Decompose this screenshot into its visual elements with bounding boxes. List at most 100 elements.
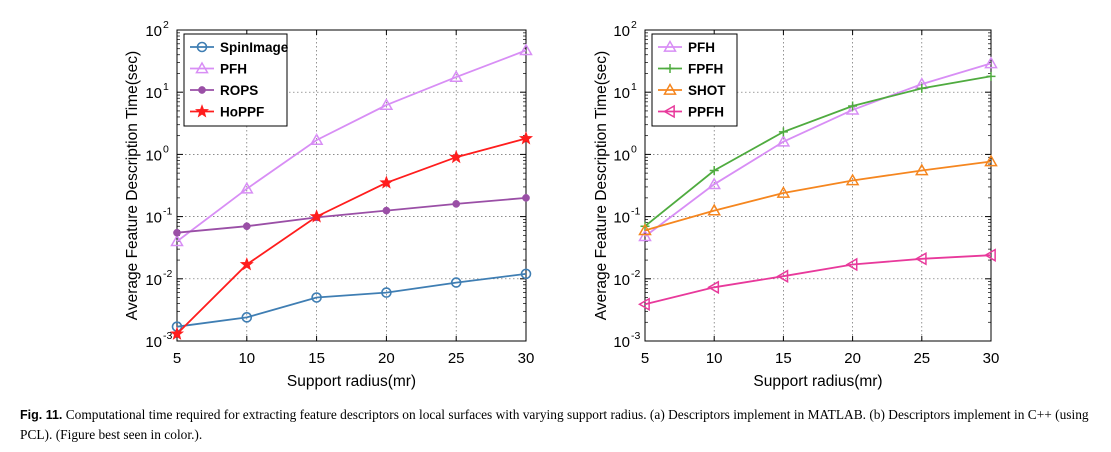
y-tick-label: 10 [145, 23, 162, 40]
marker-5 [520, 268, 532, 280]
marker-5 [983, 248, 996, 262]
series-SHOT [638, 154, 998, 236]
marker-5 [984, 154, 998, 167]
legend-item: PFH [190, 61, 247, 77]
y-tick-exponent: 0 [631, 143, 637, 155]
marker-legend [662, 104, 675, 119]
legend: SpinImage PFH ROPS HoPPF [183, 33, 289, 127]
marker-3 [381, 287, 392, 298]
legend-label: HoPPF [220, 105, 264, 120]
marker-legend [195, 61, 209, 74]
marker-2 [776, 134, 791, 147]
x-tick-label: 25 [448, 350, 465, 367]
marker-4 [917, 83, 927, 93]
y-tick-exponent: -3 [631, 330, 640, 342]
marker-1 [239, 257, 254, 271]
caption-label: Fig. 11. [20, 408, 63, 422]
y-tick-label: 10 [613, 23, 630, 40]
marker-3 [379, 175, 394, 189]
legend-label: PFH [220, 62, 247, 77]
marker-0 [637, 297, 650, 312]
legend: PFH FPFH SHOT PPFH [651, 33, 738, 127]
x-tick-label: 10 [706, 350, 723, 367]
y-tick-label: 10 [613, 272, 630, 289]
marker-1 [240, 181, 254, 194]
legend-label: PFH [688, 40, 715, 55]
marker-2 [309, 133, 324, 145]
marker-legend [663, 82, 677, 95]
legend-item: ROPS [190, 83, 258, 98]
marker-0 [170, 234, 184, 247]
marker-2 [776, 185, 791, 198]
marker-legend [196, 41, 208, 53]
series-line [644, 160, 992, 232]
marker-5 [522, 194, 530, 202]
y-tick-exponent: 2 [631, 19, 637, 31]
y-tick-label: 10 [145, 210, 162, 227]
marker-4 [450, 277, 462, 288]
y-tick-label: 10 [145, 147, 162, 164]
marker-2 [311, 292, 322, 303]
series-SpinImage [171, 268, 532, 332]
marker-3 [848, 101, 858, 111]
x-tick-label: 5 [641, 350, 649, 367]
series-line [644, 254, 992, 306]
y-tick-exponent: -2 [631, 268, 640, 280]
marker-2 [778, 127, 788, 137]
marker-legend [663, 39, 677, 52]
plot-frame [176, 29, 527, 342]
legend-label: ROPS [220, 83, 258, 98]
x-tick-label: 30 [983, 350, 1000, 367]
legend-label: SHOT [688, 83, 726, 98]
marker-2 [309, 209, 324, 223]
legend-item: PPFH [658, 105, 724, 120]
y-tick-label: 10 [145, 334, 162, 351]
series-line [176, 197, 527, 234]
y-tick-label: 10 [613, 85, 630, 102]
y-tick-exponent: 1 [631, 81, 637, 93]
marker-1 [707, 177, 721, 190]
figure-caption: Fig. 11. Computational time required for… [20, 405, 1095, 444]
y-tick-exponent: -3 [163, 330, 172, 342]
y-tick-label: 10 [613, 210, 630, 227]
marker-1 [709, 166, 719, 176]
series-line [644, 75, 992, 227]
marker-0 [169, 326, 185, 340]
x-tick-label: 25 [913, 350, 930, 367]
marker-4 [915, 163, 929, 176]
series-HoPPF [169, 131, 534, 340]
y-tick-exponent: 2 [163, 19, 169, 31]
x-axis-label: Support radius(mr) [753, 373, 882, 390]
x-tick-label: 20 [844, 350, 861, 367]
x-tick-label: 20 [378, 350, 395, 367]
y-tick-label: 10 [145, 272, 162, 289]
marker-0 [638, 223, 652, 236]
legend-label: FPFH [688, 62, 723, 77]
marker-3 [845, 102, 860, 115]
marker-5 [518, 131, 534, 145]
series-line [644, 62, 992, 238]
marker-5 [986, 71, 996, 81]
marker-legend [198, 86, 206, 94]
y-tick-exponent: 0 [163, 143, 169, 155]
marker-4 [914, 251, 927, 266]
series-line [176, 273, 527, 328]
series-PFH [170, 43, 533, 247]
plot-frame [644, 29, 992, 342]
x-axis-label: Support radius(mr) [287, 373, 416, 390]
marker-4 [449, 149, 464, 164]
x-tick-label: 5 [173, 350, 181, 367]
marker-5 [519, 43, 533, 56]
y-axis-label: Average Feature Description Time(sec) [124, 51, 141, 320]
marker-3 [845, 257, 858, 272]
y-tick-label: 10 [613, 334, 630, 351]
x-tick-label: 10 [238, 350, 255, 367]
legend-item: SHOT [658, 82, 726, 98]
marker-legend [665, 64, 675, 73]
series-line [176, 49, 527, 243]
legend-label: PPFH [688, 105, 724, 120]
legend-item: PFH [658, 39, 715, 55]
caption-text: Computational time required for extracti… [20, 407, 1089, 442]
marker-1 [241, 312, 253, 323]
